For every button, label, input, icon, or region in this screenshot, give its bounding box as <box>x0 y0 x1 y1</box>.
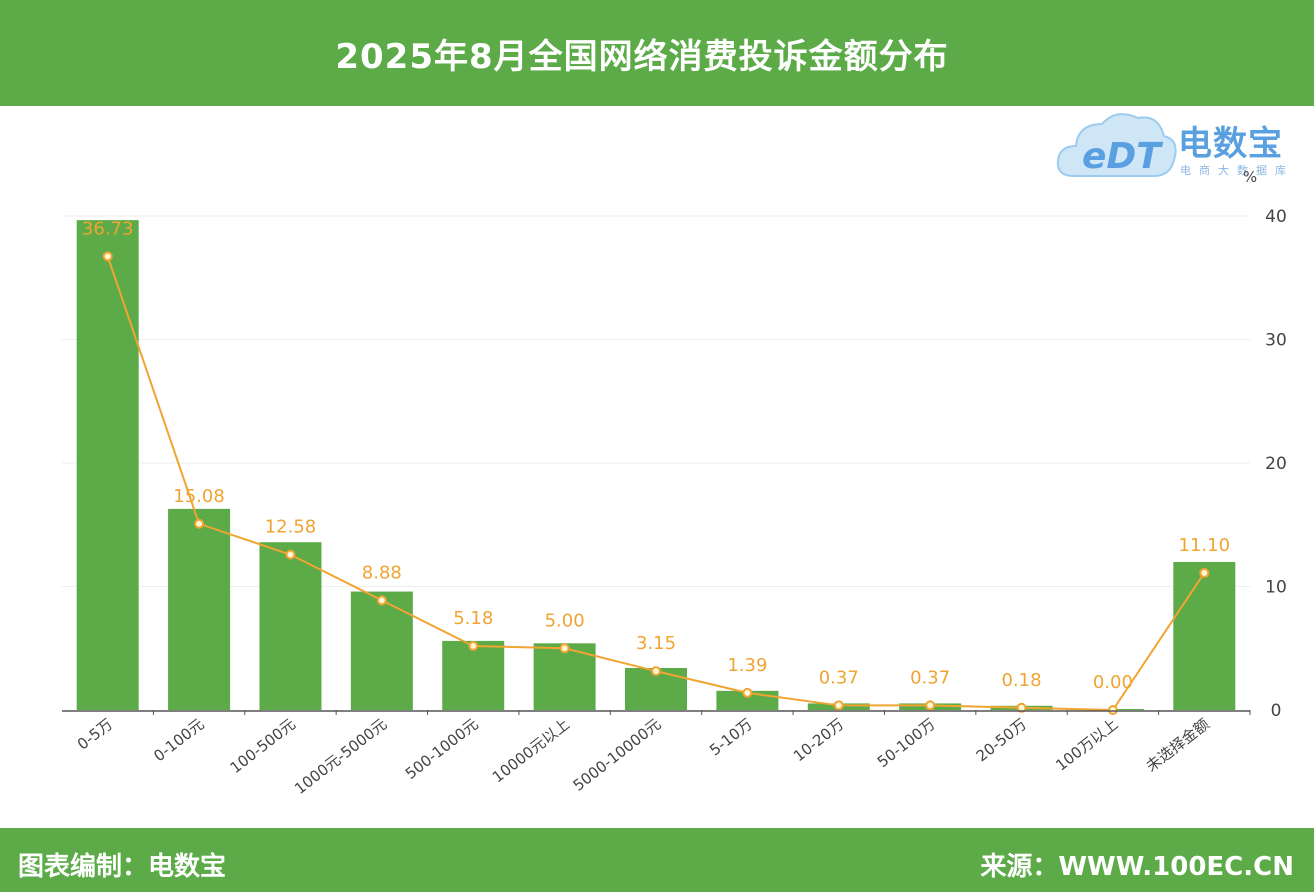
line-point <box>742 687 753 698</box>
data-label: 3.15 <box>636 633 676 654</box>
x-tick-label: 0-5万 <box>74 715 116 754</box>
x-tick-label: 未选择金额 <box>1143 715 1213 775</box>
data-labels: 36.73 15.08 12.58 8.88 5.18 5.00 3.15 1.39 0.37 0… <box>82 218 1230 693</box>
data-label: 36.73 <box>82 218 134 239</box>
line-point <box>1016 702 1027 713</box>
data-label: 8.88 <box>362 562 402 583</box>
footer-source: 来源：WWW.100EC.CN <box>980 852 1294 882</box>
trend-line <box>102 251 1210 715</box>
bar <box>1173 561 1236 710</box>
logo-tagline: 电商大数据库 <box>1180 164 1294 177</box>
x-tick-label: 100万以上 <box>1052 715 1121 775</box>
data-label: 0.18 <box>1001 670 1041 691</box>
bar <box>168 508 231 710</box>
line-point <box>1199 567 1210 578</box>
x-tick-label: 0-100元 <box>150 715 207 765</box>
y-tick-label: 20 <box>1265 454 1287 474</box>
footer-credit: 图表编制：电数宝 <box>18 852 227 882</box>
x-tick-label: 20-50万 <box>973 715 1030 765</box>
bar <box>259 542 322 710</box>
y-tick-label: 40 <box>1265 207 1287 227</box>
data-label: 0.37 <box>819 667 859 688</box>
logo-mark: eDT <box>1082 136 1161 177</box>
bar <box>350 591 413 710</box>
line-point <box>376 595 387 606</box>
line-point <box>468 641 479 652</box>
data-label: 1.39 <box>727 655 767 676</box>
x-tick-label: 5-10万 <box>706 715 756 759</box>
y-unit-label: % <box>1243 168 1257 186</box>
data-label: 5.18 <box>453 608 493 629</box>
y-tick-label: 30 <box>1265 331 1287 351</box>
title-bar: 2025年8月全国网络消费投诉金额分布 <box>0 0 1314 106</box>
data-label: 15.08 <box>173 486 225 507</box>
cloud-icon <box>1056 113 1177 177</box>
x-tick-label: 100-500元 <box>227 715 299 777</box>
x-tick-label: 50-100万 <box>874 715 939 771</box>
bar <box>76 220 139 710</box>
data-label: 0.37 <box>910 667 950 688</box>
x-tick-label: 500-1000元 <box>402 715 482 783</box>
chart-title: 2025年8月全国网络消费投诉金额分布 <box>335 36 949 77</box>
bar <box>442 640 505 710</box>
x-tick-label: 10000元以上 <box>489 715 573 786</box>
footer-bar: 图表编制：电数宝 来源：WWW.100EC.CN <box>0 828 1314 892</box>
grid-lines <box>62 215 1250 587</box>
x-tick-label: 5000-10000元 <box>570 715 665 795</box>
logo-brand: 电数宝 <box>1178 124 1283 164</box>
data-label: 0.00 <box>1093 672 1133 693</box>
line-point <box>925 700 936 711</box>
line-point <box>559 643 570 654</box>
line-point <box>102 251 113 262</box>
y-axis: 0 10 20 30 40% <box>1243 168 1287 721</box>
brand-logo: eDT 电数宝 电商大数据库 <box>1054 104 1306 184</box>
x-tick-label: 1000元-5000元 <box>291 715 390 798</box>
line-point <box>194 518 205 529</box>
data-label: 11.10 <box>1179 535 1231 556</box>
line-point <box>285 549 296 560</box>
y-tick-label: 10 <box>1265 578 1287 598</box>
line-point <box>833 700 844 711</box>
bars <box>76 220 1236 710</box>
x-tick-label: 10-20万 <box>790 715 847 765</box>
line-point <box>651 666 661 677</box>
data-label: 12.58 <box>265 517 317 538</box>
line-point <box>1107 705 1118 715</box>
y-tick-label: 0 <box>1271 701 1282 721</box>
data-label: 5.00 <box>545 610 585 631</box>
